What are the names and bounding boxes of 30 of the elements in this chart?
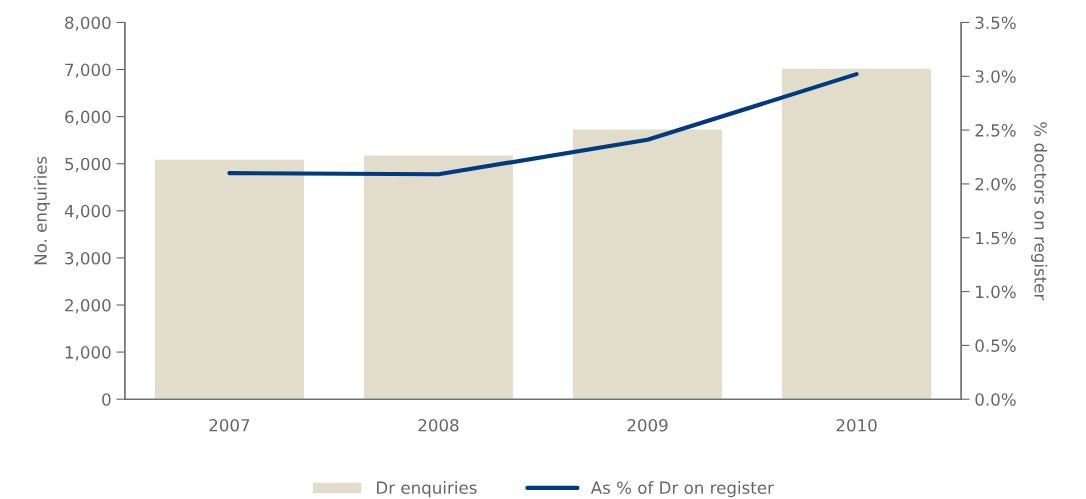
y2-tick-label: 2.5% — [975, 124, 1016, 137]
x-tick-label: 2008 — [418, 418, 459, 432]
y2-tick-label: 0.0% — [975, 393, 1016, 406]
bar — [362, 154, 515, 400]
y2-axis-title: % doctors on register — [1031, 122, 1048, 301]
x-tick-label: 2007 — [209, 418, 250, 432]
y-tick-label: 8,000 — [65, 16, 111, 31]
y-tick-label: 7,000 — [65, 63, 111, 78]
y2-tick-label: 2.0% — [975, 177, 1016, 191]
y-tick-label: 4,000 — [64, 204, 111, 220]
y-tick-label: 5,000 — [65, 157, 111, 172]
line-series — [227, 72, 859, 177]
y-tick-label: 2,000 — [65, 298, 111, 314]
x-tick-label: 2009 — [627, 418, 668, 432]
legend-label: Dr enquiries — [377, 481, 477, 498]
y2-tick-label: 3.0% — [975, 70, 1016, 83]
bar — [571, 128, 724, 400]
y-tick-label: 0 — [102, 393, 111, 406]
bar — [780, 67, 933, 400]
y-tick-label: 6,000 — [65, 110, 111, 125]
legend-label: As % of Dr on register — [590, 481, 774, 498]
y2-tick-label: 3.5% — [975, 16, 1016, 30]
y-tick-label: 3,000 — [65, 251, 111, 267]
y-tick-label: 1,000 — [65, 346, 111, 361]
x-tick-label: 2010 — [836, 418, 877, 432]
y-axis-title: No. enquiries — [33, 156, 51, 265]
y2-tick-label: 1.5% — [976, 231, 1016, 245]
y2-tick-label: 1.0% — [976, 285, 1016, 299]
y2-tick-label: 0.5% — [975, 339, 1016, 352]
bar — [153, 158, 306, 400]
